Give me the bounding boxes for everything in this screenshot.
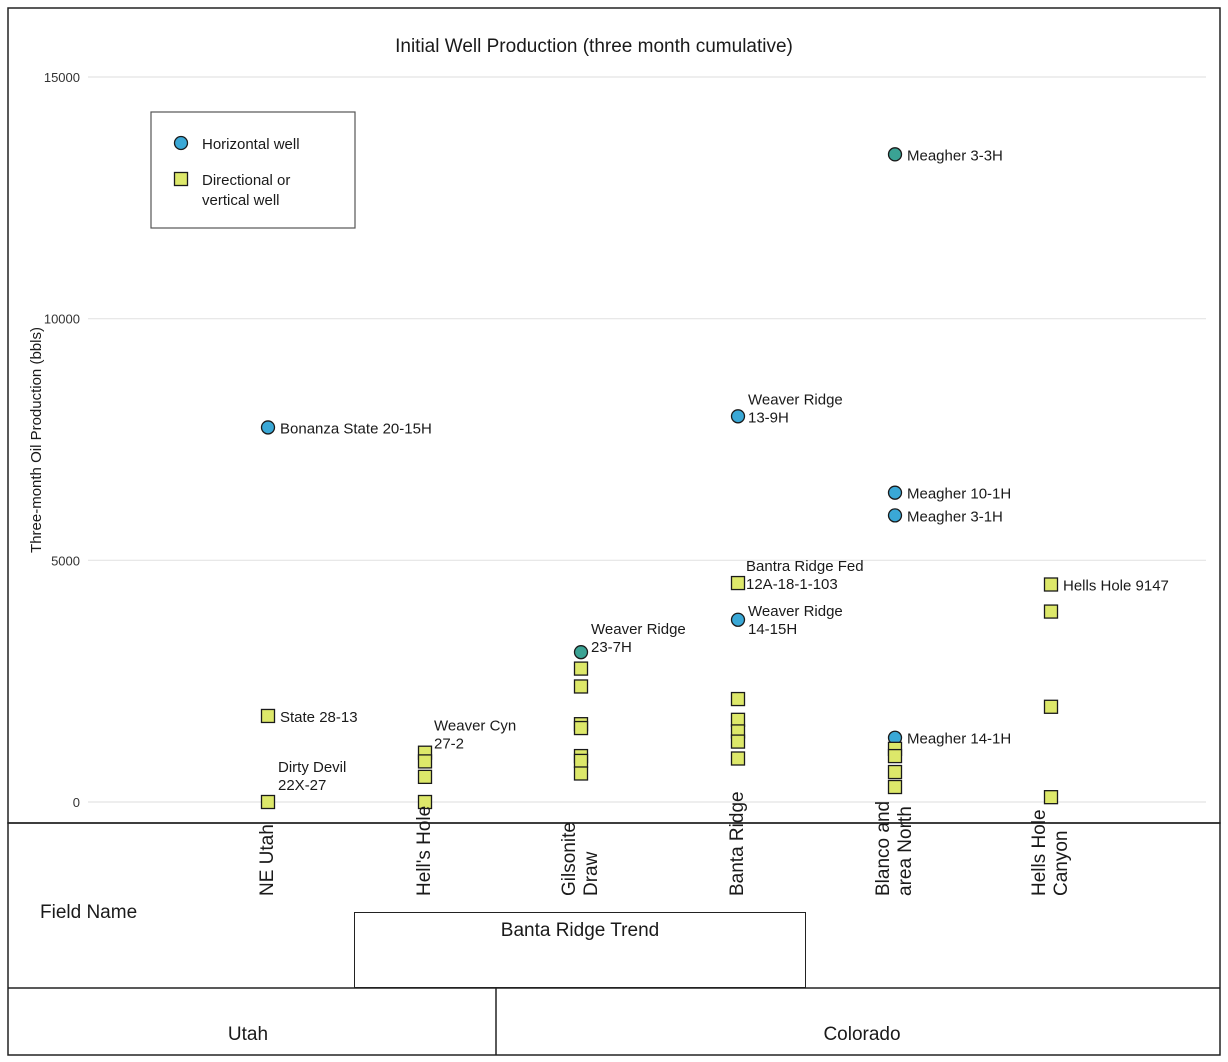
- horizontal-well-point: [887, 147, 903, 162]
- directional-well-point: [573, 661, 589, 676]
- legend-directional-label: Directional or vertical well: [202, 172, 290, 209]
- directional-well-point: [1043, 790, 1059, 805]
- field-name-3: Banta Ridge: [727, 791, 748, 896]
- horizontal-well-point: [573, 645, 589, 660]
- field-name-2: Gilsonite Draw: [559, 822, 602, 896]
- point-label: Weaver Ridge 14-15H: [748, 603, 843, 638]
- legend-square-marker: [173, 171, 189, 187]
- point-label: Weaver Ridge 23-7H: [591, 621, 686, 656]
- directional-well-point: [417, 754, 433, 769]
- trend-box: [354, 912, 806, 988]
- directional-well-point: [887, 764, 903, 780]
- directional-well-point: [573, 753, 589, 769]
- directional-well-point: [730, 691, 746, 707]
- field-name-5: Hells Hole Canyon: [1029, 809, 1072, 896]
- legend-box: [150, 111, 356, 229]
- directional-well-point: [1043, 604, 1059, 619]
- y-tick-label: 0: [73, 795, 80, 810]
- directional-well-point: [730, 751, 746, 766]
- horizontal-well-point: [887, 508, 903, 523]
- horizontal-well-point: [887, 485, 903, 500]
- y-axis-label: Three-month Oil Production (bbls): [28, 327, 45, 553]
- directional-well-point: [573, 679, 589, 694]
- chart-title: Initial Well Production (three month cum…: [395, 36, 793, 57]
- directional-well-point: [730, 575, 746, 591]
- state-utah-label: Utah: [227, 1024, 269, 1045]
- directional-well-point: [730, 734, 746, 749]
- field-name-0: NE Utah: [257, 824, 278, 896]
- point-label: Hells Hole 9147: [1063, 578, 1169, 595]
- legend-horizontal-label: Horizontal well: [202, 136, 300, 153]
- field-name-1: Hell's Hole: [414, 805, 435, 896]
- point-label: State 28-13: [280, 709, 358, 726]
- point-label: Meagher 10-1H: [907, 486, 1011, 503]
- directional-well-point: [260, 708, 276, 724]
- field-name-label: Field Name: [40, 902, 138, 923]
- point-label: Meagher 14-1H: [907, 731, 1011, 748]
- directional-well-point: [1043, 699, 1059, 714]
- y-tick-label: 10000: [44, 312, 80, 327]
- trend-label: Banta Ridge Trend: [500, 920, 660, 941]
- legend-circle-marker: [173, 135, 189, 151]
- directional-well-point: [260, 794, 276, 810]
- point-label: Meagher 3-3H: [907, 147, 1003, 164]
- directional-well-point: [573, 766, 589, 781]
- directional-well-point: [417, 794, 433, 810]
- point-label: Bantra Ridge Fed 12A-18-1-103: [746, 558, 864, 593]
- directional-well-point: [573, 720, 589, 736]
- directional-well-point: [417, 769, 433, 785]
- horizontal-well-point: [730, 409, 746, 424]
- horizontal-well-point: [260, 420, 276, 435]
- point-label: Weaver Cyn 27-2: [434, 718, 516, 753]
- point-label: Weaver Ridge 13-9H: [748, 391, 843, 426]
- field-name-4: Blanco and area North: [873, 800, 916, 896]
- point-label: Bonanza State 20-15H: [280, 420, 432, 437]
- horizontal-well-point: [730, 612, 746, 627]
- table-border: [7, 822, 1221, 1056]
- y-tick-label: 15000: [44, 70, 80, 85]
- directional-well-point: [887, 779, 903, 795]
- point-label: Dirty Devil 22X-27: [278, 759, 346, 794]
- directional-well-point: [1043, 577, 1059, 592]
- directional-well-point: [887, 748, 903, 764]
- y-tick-label: 5000: [51, 553, 80, 568]
- point-label: Meagher 3-1H: [907, 508, 1003, 525]
- state-colorado-label: Colorado: [823, 1024, 901, 1045]
